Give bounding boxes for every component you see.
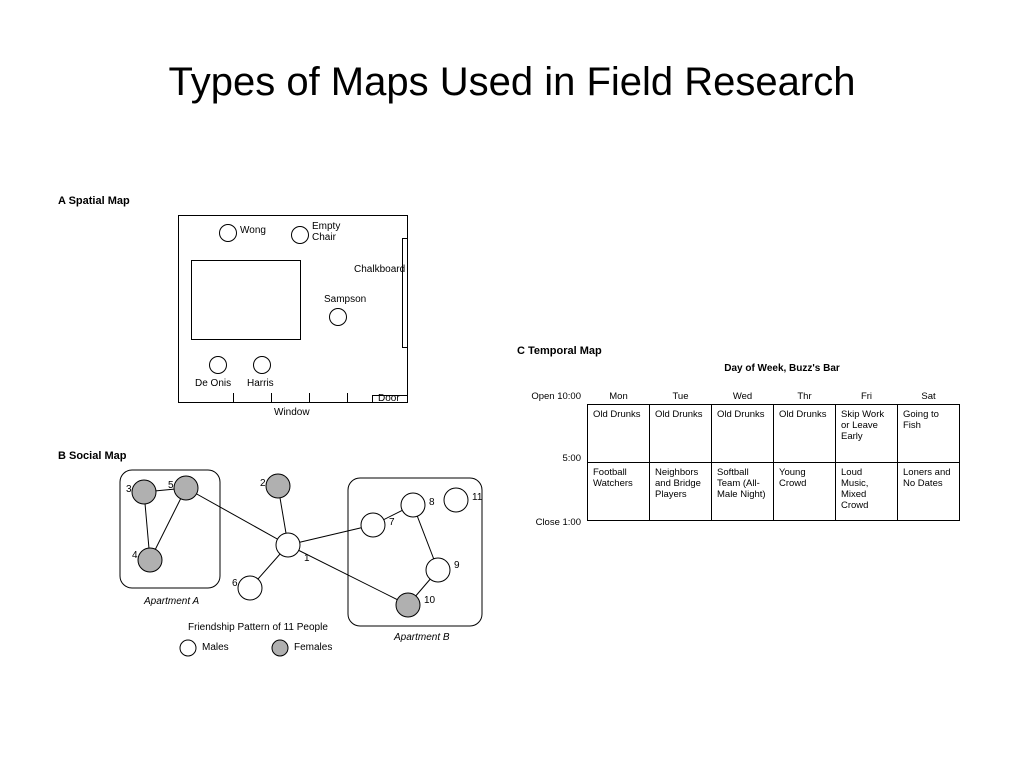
- social-node-2: [266, 474, 290, 498]
- temporal-cell: Young Crowd: [774, 463, 836, 521]
- svg-text:8: 8: [429, 497, 435, 508]
- temporal-col-fri: Fri: [836, 389, 898, 405]
- temporal-cell: Old Drunks: [588, 405, 650, 463]
- temporal-cell: Football Watchers: [588, 463, 650, 521]
- central-table: [191, 260, 301, 340]
- label-sampson: Sampson: [324, 294, 366, 305]
- legend-females: Females: [294, 642, 332, 653]
- panel-a-label: A Spatial Map: [58, 195, 130, 207]
- label-wong: Wong: [240, 225, 266, 236]
- svg-text:2: 2: [260, 478, 266, 489]
- window-tick: [309, 393, 310, 403]
- svg-text:6: 6: [232, 578, 238, 589]
- panel-social-map: B Social Map 1234567891011 Apartment A A…: [58, 450, 498, 680]
- legend-female-icon: [270, 638, 290, 658]
- temporal-row-1: Football WatchersNeighbors and Bridge Pl…: [588, 463, 960, 521]
- legend-males: Males: [202, 642, 229, 653]
- temporal-cell: Loud Music, Mixed Crowd: [836, 463, 898, 521]
- social-node-4: [138, 548, 162, 572]
- window-tick: [233, 393, 234, 403]
- temporal-cell: Going to Fish: [898, 405, 960, 463]
- social-node-5: [174, 476, 198, 500]
- social-node-10: [396, 593, 420, 617]
- row-label-close: Close 1:00: [517, 517, 581, 528]
- social-node-1: [276, 533, 300, 557]
- svg-text:3: 3: [126, 484, 132, 495]
- label-deonis: De Onis: [195, 378, 231, 389]
- seat-wong: [219, 224, 237, 242]
- window-tick: [347, 393, 348, 403]
- svg-text:1: 1: [304, 553, 310, 564]
- slide-title: Types of Maps Used in Field Research: [0, 60, 1024, 105]
- label-window: Window: [274, 407, 310, 418]
- seat-deonis: [209, 356, 227, 374]
- temporal-table: MonTueWedThrFriSat Old DrunksOld DrunksO…: [587, 389, 960, 521]
- panel-spatial-map: A Spatial Map Wong Empty Chair Chalkboar…: [58, 195, 418, 435]
- svg-text:10: 10: [424, 595, 436, 606]
- svg-text:4: 4: [132, 550, 138, 561]
- social-node-11: [444, 488, 468, 512]
- label-door: Door: [378, 393, 400, 404]
- svg-text:5: 5: [168, 480, 174, 491]
- seat-empty: [291, 226, 309, 244]
- temporal-cell: Old Drunks: [650, 405, 712, 463]
- svg-text:9: 9: [454, 560, 460, 571]
- temporal-cell: Loners and No Dates: [898, 463, 960, 521]
- temporal-cell: Old Drunks: [774, 405, 836, 463]
- temporal-col-thr: Thr: [774, 389, 836, 405]
- svg-text:11: 11: [472, 492, 483, 503]
- label-apartment-b: Apartment B: [394, 632, 450, 643]
- label-friendship-caption: Friendship Pattern of 11 People: [188, 622, 328, 633]
- seat-sampson: [329, 308, 347, 326]
- temporal-col-tue: Tue: [650, 389, 712, 405]
- seat-harris: [253, 356, 271, 374]
- social-node-8: [401, 493, 425, 517]
- social-node-9: [426, 558, 450, 582]
- temporal-cell: Old Drunks: [712, 405, 774, 463]
- svg-text:7: 7: [389, 517, 395, 528]
- label-chalkboard: Chalkboard: [354, 264, 405, 275]
- temporal-col-mon: Mon: [588, 389, 650, 405]
- temporal-cell: Softball Team (All-Male Night): [712, 463, 774, 521]
- panel-c-label: C Temporal Map: [517, 345, 602, 357]
- temporal-table-title: Day of Week, Buzz's Bar: [587, 363, 977, 374]
- social-node-7: [361, 513, 385, 537]
- temporal-col-wed: Wed: [712, 389, 774, 405]
- label-apartment-a: Apartment A: [144, 596, 199, 607]
- legend-male-icon: [178, 638, 198, 658]
- panel-temporal-map: C Temporal Map Day of Week, Buzz's Bar M…: [517, 345, 997, 565]
- social-network-svg: 1 2 3 4 5 6 7 8 9 10 11: [58, 450, 498, 650]
- social-node-6: [238, 576, 262, 600]
- label-harris: Harris: [247, 378, 274, 389]
- window-tick: [271, 393, 272, 403]
- social-node-3: [132, 480, 156, 504]
- temporal-cell: Skip Work or Leave Early: [836, 405, 898, 463]
- chalkboard-wall: [402, 238, 408, 348]
- temporal-row-0: Old DrunksOld DrunksOld DrunksOld Drunks…: [588, 405, 960, 463]
- row-label-mid: 5:00: [517, 453, 581, 464]
- temporal-cell: Neighbors and Bridge Players: [650, 463, 712, 521]
- temporal-col-sat: Sat: [898, 389, 960, 405]
- room-outline: [178, 215, 408, 403]
- label-empty-chair: Empty Chair: [312, 221, 340, 243]
- row-label-open: Open 10:00: [517, 391, 581, 402]
